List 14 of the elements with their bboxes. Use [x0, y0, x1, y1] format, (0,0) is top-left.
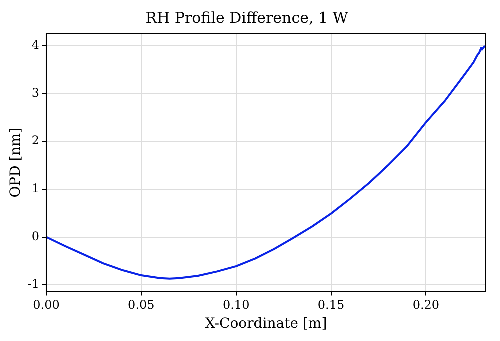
x-tick-label: 0.15 [318, 298, 345, 312]
x-axis-title: X-Coordinate [m] [205, 316, 328, 332]
y-tick-label: 0 [32, 229, 40, 244]
x-tick-label: 0.05 [128, 298, 155, 312]
chart-title: RH Profile Difference, 1 W [146, 8, 349, 27]
x-tick-label: 0.20 [412, 298, 440, 312]
y-tick-label: 3 [32, 86, 40, 100]
x-tick-label: 0.00 [33, 298, 60, 312]
y-tick-label: -1 [28, 277, 40, 292]
y-axis-title: OPD [nm] [8, 128, 24, 198]
y-tick-label: 4 [32, 38, 40, 52]
y-tick-label: 1 [32, 182, 40, 196]
x-tick-label: 0.10 [222, 298, 250, 312]
y-tick-label: 2 [32, 134, 40, 148]
